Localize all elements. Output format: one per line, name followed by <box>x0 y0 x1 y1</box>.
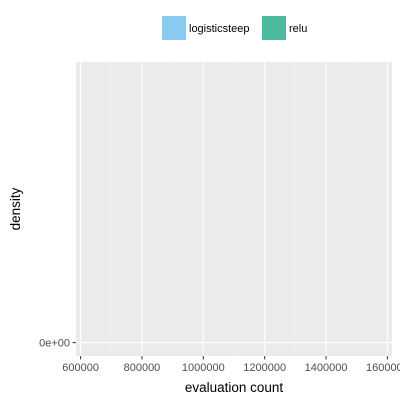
legend-key-logisticsteep <box>162 16 186 40</box>
legend-key-relu <box>262 16 286 40</box>
x-axis-title: evaluation count <box>185 380 284 395</box>
x-tick-label: 1000000 <box>182 362 225 374</box>
y-tick-label: 0e+00 <box>39 338 70 350</box>
legend-label-relu: relu <box>289 23 307 35</box>
legend: logisticsteep relu <box>162 16 307 40</box>
major-gridlines <box>76 62 392 356</box>
x-tick-label: 1200000 <box>243 362 286 374</box>
x-tick-label: 1400000 <box>305 362 348 374</box>
legend-label-logisticsteep: logisticsteep <box>189 23 250 35</box>
x-tick-label: 800000 <box>124 362 161 374</box>
y-axis-title: density <box>8 187 23 230</box>
x-tick-label: 600000 <box>62 362 99 374</box>
y-axis: 0e+002e-064e-066e-06 <box>39 338 76 350</box>
minor-gridlines <box>111 62 357 356</box>
